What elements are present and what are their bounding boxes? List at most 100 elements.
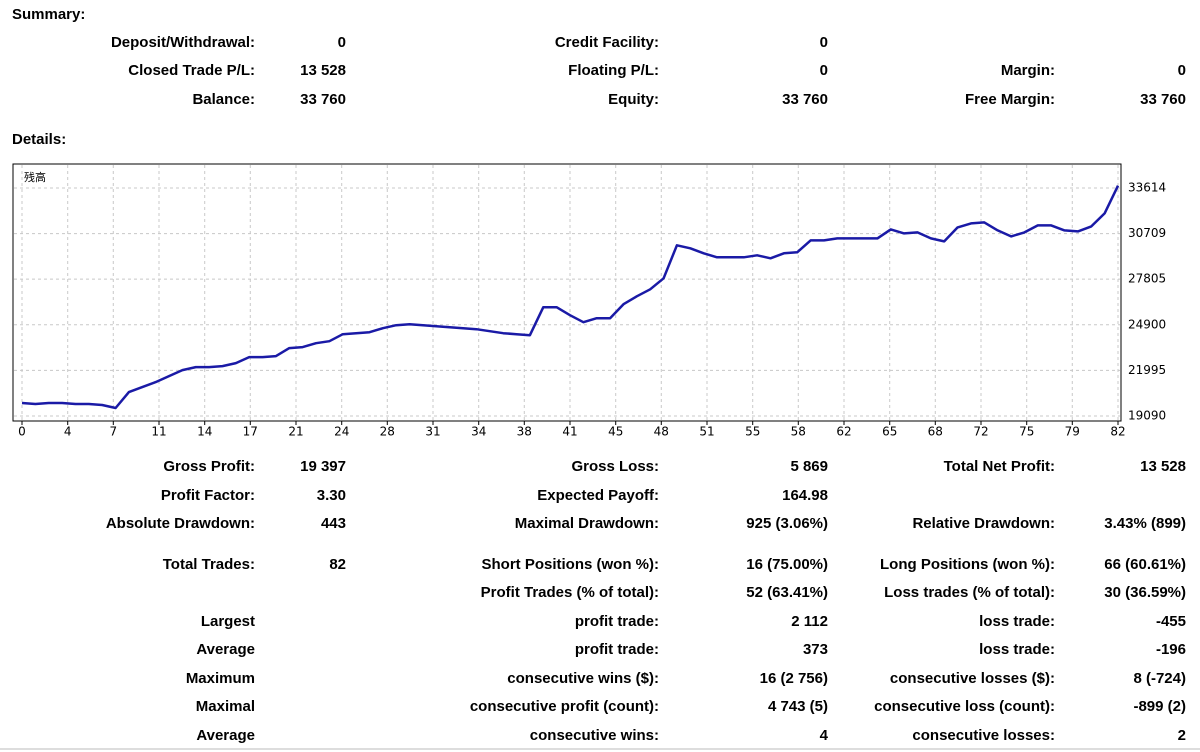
- field-label: Closed Trade P/L:: [128, 62, 255, 79]
- field-value: -196: [1156, 641, 1186, 658]
- field-label: loss trade:: [979, 641, 1055, 658]
- x-tick-label: 82: [1110, 425, 1125, 439]
- x-tick-label: 51: [699, 425, 714, 439]
- field-value: 16 (2 756): [760, 670, 828, 687]
- field-label: Loss trades (% of total):: [884, 584, 1055, 601]
- field-label: consecutive wins:: [530, 727, 659, 744]
- field-label: Profit Trades (% of total):: [481, 584, 659, 601]
- field-value: 8 (-724): [1133, 670, 1186, 687]
- field-label: consecutive losses:: [912, 727, 1055, 744]
- field-label: Deposit/Withdrawal:: [111, 34, 255, 51]
- field-label: Short Positions (won %):: [482, 556, 660, 573]
- field-value: 2 112: [791, 613, 828, 630]
- y-tick-label: 33614: [1128, 180, 1166, 194]
- field-label: Maximal Drawdown:: [515, 515, 659, 532]
- field-label: consecutive loss (count):: [874, 698, 1055, 715]
- field-value: 52 (63.41%): [746, 584, 828, 601]
- field-value: 4 743 (5): [768, 698, 828, 715]
- field-label: consecutive profit (count):: [470, 698, 659, 715]
- field-label: Margin:: [1001, 62, 1055, 79]
- field-value: 443: [321, 515, 346, 532]
- chart-frame: [12, 163, 1122, 422]
- field-value: 2: [1178, 727, 1186, 744]
- field-value: -455: [1156, 613, 1186, 630]
- field-label: profit trade:: [575, 641, 659, 658]
- field-value: 0: [338, 34, 346, 51]
- field-label: Largest: [201, 613, 255, 630]
- field-value: 33 760: [300, 91, 346, 108]
- field-label: Expected Payoff:: [537, 487, 659, 504]
- chart-label: 残高: [24, 170, 46, 184]
- field-value: 3.43% (899): [1104, 515, 1186, 532]
- field-label: Maximum: [186, 670, 255, 687]
- field-value: 33 760: [1140, 91, 1186, 108]
- y-tick-label: 21995: [1128, 363, 1166, 377]
- field-label: profit trade:: [575, 613, 659, 630]
- field-value: 13 528: [300, 62, 346, 79]
- field-label: Gross Loss:: [571, 458, 659, 475]
- x-tick-label: 11: [151, 425, 166, 439]
- field-value: 16 (75.00%): [746, 556, 828, 573]
- field-value: -899 (2): [1133, 698, 1186, 715]
- field-value: 5 869: [790, 458, 828, 475]
- x-tick-label: 55: [745, 425, 760, 439]
- field-label: Gross Profit:: [163, 458, 255, 475]
- details-title: Details:: [12, 131, 66, 148]
- x-tick-label: 41: [562, 425, 577, 439]
- field-label: Average: [196, 727, 255, 744]
- field-value: 0: [1178, 62, 1186, 79]
- x-tick-label: 75: [1019, 425, 1034, 439]
- y-tick-label: 27805: [1128, 272, 1166, 286]
- field-value: 82: [329, 556, 346, 573]
- field-label: Free Margin:: [965, 91, 1055, 108]
- field-label: Maximal: [196, 698, 255, 715]
- x-tick-label: 58: [791, 425, 806, 439]
- field-value: 33 760: [782, 91, 828, 108]
- x-tick-label: 0: [18, 425, 26, 439]
- x-tick-label: 17: [243, 425, 258, 439]
- balance-line: [21, 185, 1120, 410]
- x-tick-label: 45: [608, 425, 623, 439]
- field-label: Equity:: [608, 91, 659, 108]
- field-label: Average: [196, 641, 255, 658]
- field-value: 30 (36.59%): [1104, 584, 1186, 601]
- field-label: loss trade:: [979, 613, 1055, 630]
- x-tick-label: 38: [517, 425, 532, 439]
- x-tick-label: 7: [109, 425, 117, 439]
- field-value: 13 528: [1140, 458, 1186, 475]
- x-tick-label: 65: [882, 425, 897, 439]
- field-label: Floating P/L:: [568, 62, 659, 79]
- x-tick-label: 48: [654, 425, 669, 439]
- field-value: 925 (3.06%): [746, 515, 828, 532]
- field-label: consecutive losses ($):: [890, 670, 1055, 687]
- field-value: 3.30: [317, 487, 346, 504]
- field-label: Credit Facility:: [555, 34, 659, 51]
- field-value: 4: [820, 727, 829, 744]
- y-tick-label: 30709: [1128, 226, 1166, 240]
- y-tick-label: 24900: [1128, 317, 1166, 331]
- field-label: Total Net Profit:: [944, 458, 1055, 475]
- x-tick-label: 79: [1065, 425, 1080, 439]
- x-tick-label: 68: [928, 425, 943, 439]
- field-label: Relative Drawdown:: [912, 515, 1055, 532]
- field-value: 373: [803, 641, 828, 658]
- field-value: 66 (60.61%): [1104, 556, 1186, 573]
- field-label: Profit Factor:: [161, 487, 255, 504]
- field-value: 164.98: [782, 487, 828, 504]
- summary-title: Summary:: [12, 6, 85, 23]
- field-value: 0: [820, 34, 828, 51]
- x-tick-label: 21: [288, 425, 303, 439]
- x-tick-label: 24: [334, 425, 349, 439]
- x-tick-label: 31: [425, 425, 440, 439]
- field-label: Long Positions (won %):: [880, 556, 1055, 573]
- field-label: consecutive wins ($):: [507, 670, 659, 687]
- x-tick-label: 62: [836, 425, 851, 439]
- x-tick-label: 34: [471, 425, 486, 439]
- x-tick-label: 14: [197, 425, 212, 439]
- field-value: 0: [820, 62, 828, 79]
- field-label: Absolute Drawdown:: [106, 515, 255, 532]
- x-tick-label: 72: [973, 425, 988, 439]
- y-tick-label: 19090: [1128, 409, 1166, 423]
- x-tick-label: 4: [64, 425, 72, 439]
